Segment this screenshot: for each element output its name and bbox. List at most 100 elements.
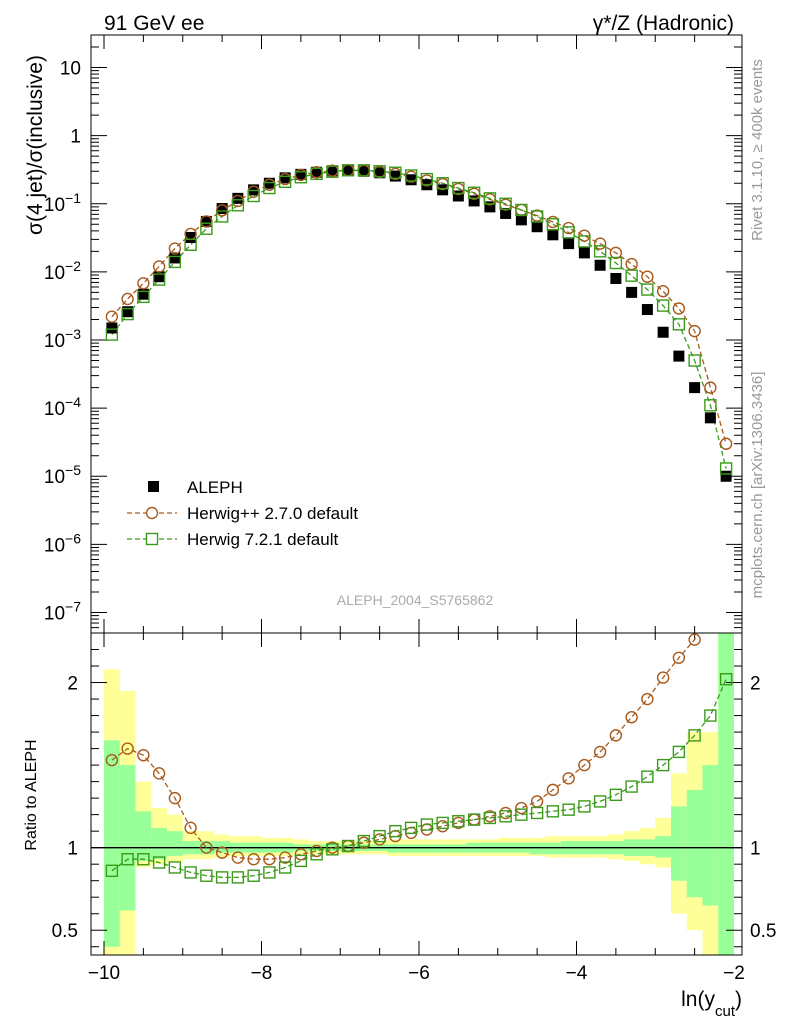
herwigpp-ratio-point [672, 651, 686, 664]
herwig7-point [404, 169, 418, 182]
herwig7-ratio-point [420, 818, 434, 831]
x-axis-label-close: ) [735, 988, 742, 1011]
herwig7-point [263, 181, 276, 195]
aleph-point [531, 221, 543, 233]
herwig7-point [121, 307, 134, 321]
herwigpp-ratio-point [294, 848, 308, 861]
herwig7-point [562, 226, 575, 239]
herwig7-point [656, 299, 670, 312]
herwig7-ratio-point [625, 780, 638, 793]
herwig7-point [247, 189, 260, 203]
herwigpp-ratio-point [656, 671, 670, 684]
aleph-point [185, 231, 197, 243]
herwigpp-point [105, 310, 119, 323]
herwigpp-ratio-point [200, 841, 213, 854]
aleph-point [657, 326, 669, 338]
herwig7-ratio-point [215, 871, 229, 884]
ratio-band-green [104, 740, 120, 947]
herwig7-point [152, 273, 166, 286]
herwigpp-ratio-point [105, 753, 119, 767]
aleph-point [704, 412, 716, 424]
aleph-point [311, 166, 323, 178]
herwig7-ratio-point [609, 788, 623, 802]
herwig7-point [184, 238, 197, 251]
herwig7-ratio-point [688, 729, 701, 742]
herwigpp-ratio-point [530, 795, 544, 808]
herwig7-ratio-point [247, 869, 260, 882]
aleph-point [689, 382, 701, 394]
herwig7-point [704, 399, 717, 412]
ratio-band-green [529, 842, 545, 855]
ratio-band-green [135, 811, 152, 861]
aleph-point [389, 170, 401, 182]
ratio-band-green [151, 827, 167, 860]
aleph-point [610, 272, 622, 284]
herwig7-point [389, 166, 402, 179]
herwig7-ratio-point [672, 745, 686, 759]
aleph-point [578, 247, 590, 259]
aleph-point [326, 165, 338, 177]
herwigpp-point [121, 292, 134, 306]
aleph-point [720, 470, 732, 482]
aleph-point [153, 271, 165, 283]
herwigpp-ratio-line [111, 632, 698, 860]
herwig7-ratio-point [105, 864, 119, 877]
aleph-point [342, 164, 354, 176]
herwigpp-point [704, 381, 717, 394]
aleph-point [626, 286, 638, 298]
herwig7-point [719, 462, 733, 475]
herwig7-ratio-point [152, 856, 166, 869]
aleph-point [563, 238, 575, 250]
herwig7-point [609, 256, 623, 270]
herwig7-ratio-point [310, 848, 323, 861]
aleph-point [594, 259, 606, 271]
herwig7-point [137, 290, 150, 304]
aleph-point [468, 195, 480, 207]
herwig7-ratio-point [530, 806, 544, 820]
ratio-y-tick-label-left: 2 [67, 674, 78, 695]
legend-item-aleph: ALEPH [148, 478, 243, 497]
herwigpp-line [111, 169, 727, 444]
header-right-label: γ*/Z (Hadronic) [593, 12, 734, 35]
ratio-y-tick-label-left: 0.5 [52, 921, 78, 942]
herwig7-point [499, 197, 512, 210]
x-axis-label-sub: cut [715, 1003, 736, 1020]
herwig7-ratio-point [436, 816, 449, 830]
herwig7-point [452, 181, 465, 195]
herwig7-point [326, 165, 339, 178]
ratio-y-tick-label-right: 1 [750, 839, 761, 860]
herwig7-point [578, 235, 591, 248]
herwig7-ratio-point [121, 853, 134, 866]
herwig7-point [593, 245, 607, 258]
herwigpp-ratio-point [593, 745, 607, 759]
x-tick-label: −4 [566, 963, 588, 984]
aleph-point [279, 172, 291, 184]
herwig7-point [231, 199, 245, 212]
herwig7-ratio-point [483, 811, 497, 825]
aleph-point [106, 322, 118, 334]
herwig7-point [641, 283, 654, 296]
herwig7-ratio-point [656, 758, 670, 772]
legend-label: ALEPH [187, 478, 243, 497]
ratio-band-green [119, 765, 136, 911]
aleph-point [405, 174, 417, 186]
herwigpp-ratio-point [546, 783, 560, 797]
ratio-y-tick-label-right: 0.5 [750, 921, 776, 942]
herwigpp-ratio-point [609, 729, 623, 742]
aleph-point [122, 306, 134, 318]
herwigpp-point [200, 215, 213, 228]
herwig7-point [200, 222, 213, 235]
ratio-band-green [419, 844, 435, 853]
herwig7-ratio-point [452, 815, 465, 828]
herwig7-ratio-point [562, 803, 575, 816]
ratio-band-green [403, 844, 419, 853]
herwigpp-ratio-point [152, 767, 166, 780]
herwigpp-ratio-point [515, 801, 528, 815]
herwig7-point [341, 164, 355, 177]
herwig7-point [105, 328, 119, 341]
herwigpp-point [656, 285, 670, 298]
herwigpp-ratio-point [184, 821, 197, 835]
herwig7-ratio-point [168, 861, 182, 874]
herwig7-ratio-point [263, 866, 276, 879]
